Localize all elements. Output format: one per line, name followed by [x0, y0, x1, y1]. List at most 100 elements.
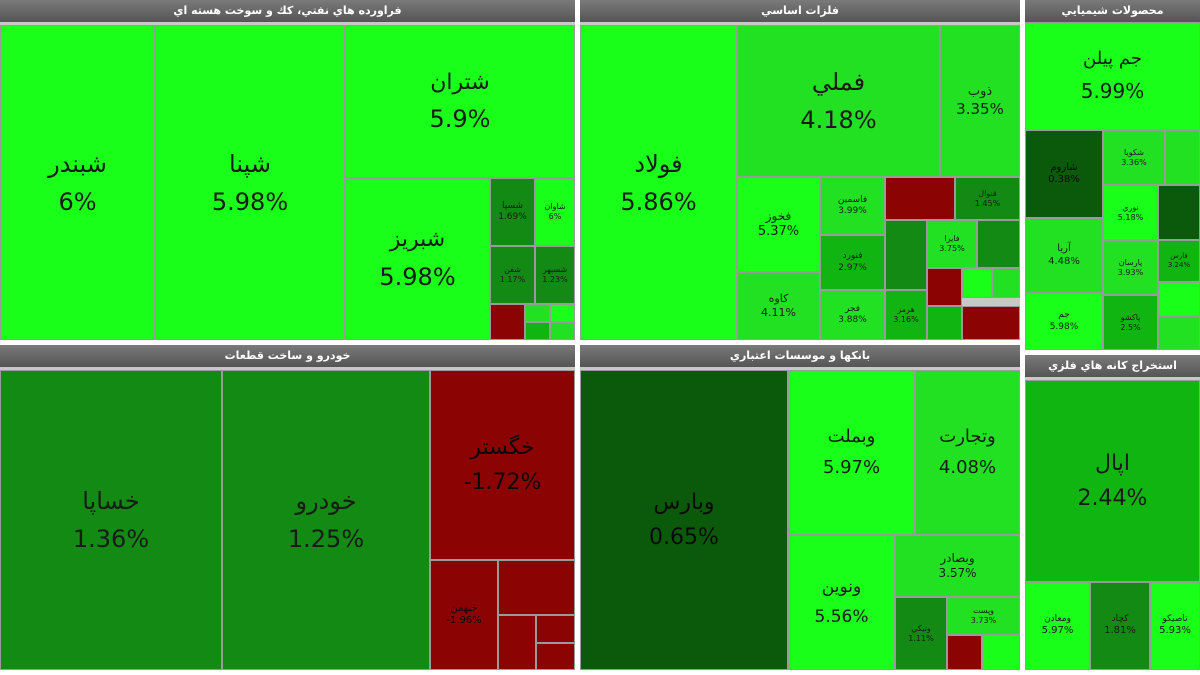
stock-symbol: پاكشو	[1120, 312, 1141, 322]
stock-tile[interactable]: اپال 2.44%	[1025, 380, 1200, 582]
stock-tile[interactable]: شبندر 6%	[0, 25, 155, 340]
stock-tile-small[interactable]	[536, 615, 575, 643]
stock-symbol: آريا	[1057, 243, 1071, 254]
stock-symbol: جم	[1058, 310, 1070, 321]
stock-symbol: ونوين	[821, 577, 862, 598]
stock-tile-small[interactable]	[885, 220, 927, 290]
stock-tile[interactable]: فخوز 5.37%	[737, 177, 820, 272]
stock-tile[interactable]: شاروم 0.38%	[1025, 130, 1103, 218]
stock-change: 3.36%	[1121, 157, 1147, 167]
stock-symbol: فجر	[844, 303, 861, 314]
stock-tile[interactable]: شسپا 1.69%	[490, 178, 535, 246]
stock-tile[interactable]: فولاد 5.86%	[580, 25, 737, 340]
stock-tile-small[interactable]	[992, 268, 1020, 298]
stock-tile-small[interactable]	[927, 306, 962, 340]
stock-tile[interactable]: جم 5.98%	[1025, 293, 1103, 350]
stock-change: 3.73%	[970, 616, 997, 625]
stock-change: 5.18%	[1117, 212, 1144, 222]
stock-tile[interactable]: خبهمن -1.96%	[430, 560, 498, 670]
stock-change: 3.16%	[893, 315, 919, 324]
stock-change: 0.38%	[1048, 174, 1080, 185]
stock-tile-small[interactable]	[927, 268, 962, 306]
stock-tile-small[interactable]	[982, 635, 1020, 670]
stock-tile[interactable]: ونيكي 1.11%	[895, 597, 947, 670]
stock-tile-small[interactable]	[1158, 282, 1200, 316]
sector-title: فلزات اساسي	[580, 0, 1020, 22]
stock-tile-small[interactable]	[525, 322, 550, 340]
stock-tile-small[interactable]	[1158, 316, 1200, 350]
stock-symbol: جم پيلن	[1083, 48, 1142, 70]
stock-tile[interactable]: كچاد 1.81%	[1090, 582, 1150, 670]
stock-tile-small[interactable]	[1158, 185, 1200, 240]
stock-tile[interactable]: فملي 4.18%	[737, 25, 940, 177]
stock-change: 1.69%	[498, 212, 527, 222]
stock-change: 1.17%	[499, 275, 526, 284]
stock-symbol: ومعادن	[1044, 614, 1071, 625]
stock-tile-small[interactable]	[1165, 130, 1200, 185]
stock-tile-small[interactable]	[947, 635, 982, 670]
stock-tile[interactable]: شاوان 6%	[535, 178, 575, 246]
stock-tile[interactable]: خگستر -1.72%	[430, 370, 575, 560]
stock-tile[interactable]: پاكشو 2.5%	[1103, 295, 1158, 350]
stock-tile[interactable]: ونوين 5.56%	[788, 535, 895, 670]
stock-tile[interactable]: شپنا 5.98%	[155, 25, 345, 340]
stock-symbol: اپال	[1095, 450, 1130, 476]
stock-tile[interactable]: ومعادن 5.97%	[1025, 582, 1090, 670]
sector-title: استخراج كانه هاي فلزي	[1025, 355, 1200, 377]
stock-tile-small[interactable]	[498, 560, 575, 615]
stock-tile[interactable]: خساپا 1.36%	[0, 370, 222, 670]
stock-tile[interactable]: پارسان 3.93%	[1103, 240, 1158, 295]
stock-change: 5.98%	[1049, 321, 1079, 332]
stock-tile[interactable]: فنوال 1.45%	[955, 177, 1020, 220]
stock-symbol: شفن	[504, 265, 521, 274]
stock-tile[interactable]: فنورد 2.97%	[820, 235, 885, 290]
stock-change: 5.9%	[429, 105, 491, 134]
stock-tile[interactable]: وبصادر 3.57%	[895, 535, 1020, 597]
stock-tile-small[interactable]	[498, 615, 536, 670]
stock-tile-small[interactable]	[490, 304, 525, 340]
stock-tile[interactable]: شتران 5.9%	[345, 25, 575, 178]
stock-symbol: شاروم	[1050, 161, 1078, 173]
sector-title: خودرو و ساخت قطعات	[0, 345, 575, 367]
stock-tile[interactable]: نوري 5.18%	[1103, 185, 1158, 240]
stock-tile[interactable]: وتجارت 4.08%	[915, 370, 1020, 535]
stock-tile[interactable]: تاصيكو 5.93%	[1150, 582, 1200, 670]
stock-tile-small[interactable]	[962, 306, 1020, 340]
stock-tile[interactable]: شسپهر 1.23%	[535, 246, 575, 304]
stock-tile[interactable]: ذوب 3.35%	[940, 25, 1020, 177]
stock-tile[interactable]: فجر 3.88%	[820, 290, 885, 340]
stock-change: 1.25%	[287, 525, 365, 553]
stock-tile[interactable]: شكويا 3.36%	[1103, 130, 1165, 185]
stock-symbol: وبملت	[827, 426, 876, 447]
stock-tile-small[interactable]	[550, 322, 575, 340]
sector-panel-automotive: خودرو و ساخت قطعات خساپا 1.36% خودرو 1.25% خ…	[0, 345, 575, 670]
stock-tile[interactable]: هرمز 3.16%	[885, 290, 927, 340]
stock-tile-small[interactable]	[962, 268, 992, 298]
stock-tile-small[interactable]	[550, 304, 575, 322]
stock-tile[interactable]: فايرا 3.75%	[927, 220, 977, 268]
stock-symbol: ونيكي	[911, 623, 931, 633]
stock-symbol: نوري	[1122, 202, 1139, 212]
stock-change: 5.97%	[1041, 625, 1074, 637]
stock-tile[interactable]: خودرو 1.25%	[222, 370, 430, 670]
stock-tile[interactable]: فارس 3.24%	[1158, 240, 1200, 282]
sector-title: بانكها و موسسات اعتباري	[580, 345, 1020, 367]
stock-tile-small[interactable]	[885, 177, 955, 220]
stock-symbol: خگستر	[470, 434, 535, 460]
stock-tile-small[interactable]	[977, 220, 1020, 268]
stock-tile-small[interactable]	[536, 643, 575, 670]
stock-tile[interactable]: وپست 3.73%	[947, 597, 1020, 635]
stock-tile[interactable]: وبملت 5.97%	[788, 370, 915, 535]
stock-tile[interactable]: وبارس 0.65%	[580, 370, 788, 670]
stock-tile[interactable]: آريا 4.48%	[1025, 218, 1103, 293]
stock-change: 2.5%	[1120, 322, 1141, 332]
stock-change: 3.24%	[1167, 261, 1191, 269]
stock-tile[interactable]: شفن 1.17%	[490, 246, 535, 304]
stock-tile[interactable]: كاوه 4.11%	[737, 272, 820, 340]
stock-symbol: كچاد	[1111, 614, 1129, 625]
stock-tile-small[interactable]	[525, 304, 550, 322]
stock-tile[interactable]: فاسمين 3.99%	[820, 177, 885, 235]
stock-symbol: شبندر	[48, 149, 107, 178]
stock-tile[interactable]: شبريز 5.98%	[345, 178, 490, 340]
stock-tile[interactable]: جم پيلن 5.99%	[1025, 22, 1200, 130]
